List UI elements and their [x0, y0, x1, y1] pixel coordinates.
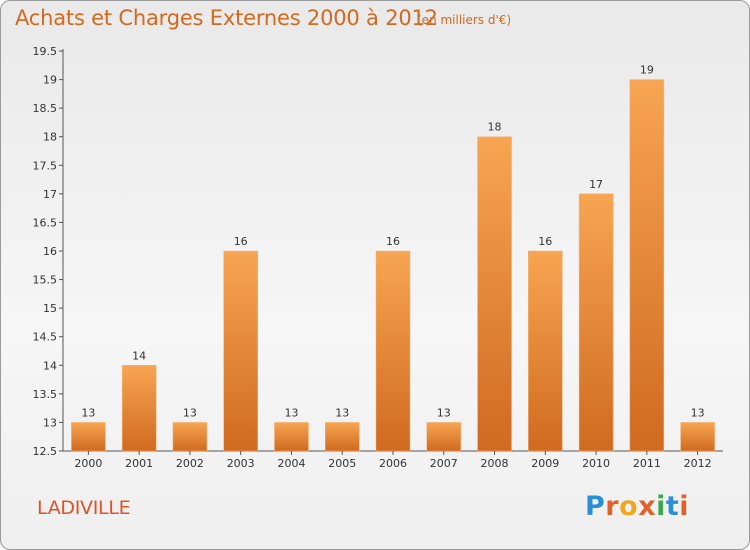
y-tick-label: 19.5 — [33, 45, 58, 58]
proxiti-logo: Proxiti — [585, 491, 689, 522]
bar-2001 — [121, 365, 157, 452]
bar-2004 — [274, 422, 309, 452]
bar-2009 — [528, 250, 563, 452]
chart-subtitle: (en milliers d'€) — [417, 13, 512, 27]
y-tick-label: 15 — [43, 302, 57, 315]
bar-2012 — [680, 422, 715, 452]
x-tick-label: 2005 — [328, 457, 356, 470]
x-tick-label: 2009 — [531, 457, 559, 470]
y-tick-label: 14.5 — [33, 331, 58, 344]
x-tick-label: 2006 — [379, 457, 407, 470]
logo-letter: x — [638, 491, 657, 522]
x-tick-label: 2011 — [633, 457, 661, 470]
x-tick-label: 2000 — [74, 457, 102, 470]
bar-value-label: 16 — [538, 235, 552, 248]
x-tick-label: 2002 — [176, 457, 204, 470]
x-tick-label: 2004 — [277, 457, 305, 470]
y-tick-label: 19 — [43, 74, 57, 87]
bar-value-label: 13 — [284, 406, 298, 419]
y-tick-label: 13 — [43, 416, 57, 429]
y-tick-label: 18 — [43, 131, 57, 144]
bar-2000 — [71, 422, 106, 452]
bar-2006 — [375, 250, 411, 452]
x-tick-label: 2007 — [430, 457, 458, 470]
logo-letter: t — [665, 491, 680, 522]
y-tick-label: 16.5 — [33, 216, 58, 229]
bar-2010 — [578, 193, 614, 452]
logo-letter: i — [656, 491, 666, 522]
bar-2007 — [426, 422, 462, 452]
y-tick-label: 12.5 — [33, 445, 58, 458]
bar-value-label: 18 — [488, 121, 502, 134]
bar-2008 — [477, 136, 512, 452]
bar-value-label: 13 — [437, 406, 451, 419]
logo-letter: P — [585, 491, 606, 522]
bar-value-label: 13 — [183, 406, 197, 419]
x-tick-label: 2001 — [125, 457, 153, 470]
x-tick-label: 2003 — [227, 457, 255, 470]
x-tick-label: 2010 — [582, 457, 610, 470]
y-tick-label: 14 — [43, 359, 57, 372]
y-tick-label: 17 — [43, 188, 57, 201]
bar-value-label: 14 — [132, 349, 146, 362]
y-tick-label: 13.5 — [33, 388, 58, 401]
y-tick-label: 15.5 — [33, 274, 58, 287]
bar-value-label: 19 — [640, 64, 654, 77]
logo-letter: r — [605, 491, 620, 522]
bar-value-label: 16 — [234, 235, 248, 248]
chart-title: Achats et Charges Externes 2000 à 2012 — [15, 6, 438, 30]
bar-2002 — [172, 422, 208, 452]
logo-letter: o — [619, 491, 639, 522]
bar-value-label: 13 — [335, 406, 349, 419]
bar-value-label: 16 — [386, 235, 400, 248]
x-tick-label: 2012 — [684, 457, 712, 470]
bar-value-label: 13 — [81, 406, 95, 419]
y-tick-label: 16 — [43, 245, 57, 258]
y-tick-label: 18.5 — [33, 102, 58, 115]
bar-value-label: 17 — [589, 178, 603, 191]
y-tick-label: 17.5 — [33, 159, 58, 172]
bar-2011 — [629, 79, 665, 452]
bar-2005 — [324, 422, 360, 452]
x-tick-label: 2008 — [481, 457, 509, 470]
location-name: LADIVILLE — [37, 497, 131, 519]
bar-value-label: 13 — [691, 406, 705, 419]
logo-letter: i — [679, 491, 690, 522]
bar-2003 — [223, 250, 258, 452]
